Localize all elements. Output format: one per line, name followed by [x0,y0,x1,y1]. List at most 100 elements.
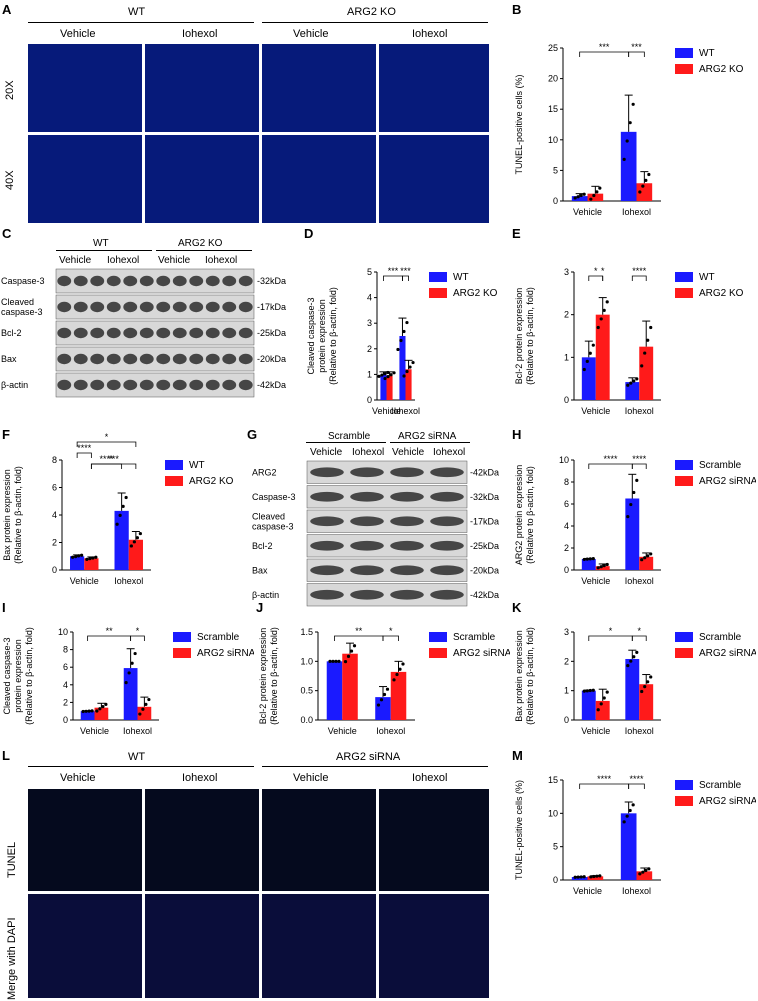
group-label: ARG2 KO [178,238,223,249]
y-tick-label: 6 [52,483,57,493]
significance-bracket [588,463,633,469]
data-point [631,803,635,807]
data-point [135,536,139,540]
y-tick-label: 6 [564,499,569,509]
blot-strip [55,294,255,320]
significance-bracket [76,441,137,447]
y-tick-label: 8 [63,645,68,655]
protein-band [189,353,204,365]
protein-band [390,516,424,527]
protein-band [156,301,171,313]
significance-label: **** [632,266,647,276]
protein-band [310,589,344,600]
band-label: Cleaved [1,297,34,307]
legend-swatch [675,648,693,658]
significance-label: **** [604,454,619,464]
legend-label: ARG2 siRNA [453,648,510,659]
protein-band [90,327,105,339]
data-point [635,377,639,381]
chart-b: TUNEL-positive cells (%) 0 5 10 15 20 25 Vehicl… [514,42,744,217]
bar [390,671,407,720]
data-point [383,372,387,376]
significance-bracket [90,463,123,469]
y-axis-label: TUNEL-positive cells (%) [514,74,524,174]
data-point [641,184,645,188]
data-point [94,555,98,559]
y-axis-label: Bax protein expression [2,469,12,561]
bar [70,556,85,570]
protein-band [205,275,220,287]
y-axis-label: Bcl-2 protein expression [514,288,524,385]
data-point [602,564,606,568]
protein-band [189,379,204,391]
protein-band [172,275,187,287]
chart-j: Bcl-2 protein expression (Relative to β-a… [258,626,510,736]
protein-band [139,353,154,365]
group-label-wt: WT [128,751,146,763]
micrograph-tunel-sirna-vehicle [262,789,376,891]
legend-label: ARG2 KO [699,64,744,75]
bar [639,684,654,720]
data-point [596,708,600,712]
legend-swatch [675,460,693,470]
y-tick-label: 15 [548,775,558,785]
protein-band [73,379,88,391]
significance-label: *** [599,42,610,52]
data-point [591,688,595,692]
data-point [599,702,603,706]
data-point [579,875,583,879]
data-point [605,300,609,304]
significance-label: * [594,266,598,276]
panel-letter-c: C [2,226,12,241]
protein-band [189,275,204,287]
group-label: ARG2 siRNA [398,431,457,442]
protein-band [238,327,253,339]
bar [399,336,406,400]
data-point [405,369,409,374]
band-label: Bcl-2 [1,328,22,338]
blot-strip [306,558,468,582]
significance-label: **** [632,454,647,464]
data-point [395,672,399,677]
legend-swatch [173,648,191,658]
protein-band [238,301,253,313]
data-point [85,557,89,561]
band-label: Bcl-2 [252,541,273,551]
band-label: Cleaved [252,511,285,521]
protein-band [106,327,121,339]
protein-band [90,301,105,313]
data-point [71,555,75,559]
data-point [95,709,99,713]
bar [581,690,596,720]
data-point [596,325,600,330]
band-label: caspase-3 [1,307,43,317]
data-point [138,531,142,536]
micrograph-wt-vehicle-40x [28,135,142,223]
micrograph-tunel-wt-vehicle [28,789,142,891]
micrograph-ko-vehicle-20x [262,44,376,132]
protein-band [350,467,384,478]
legend-label: ARG2 KO [699,288,744,299]
data-point [595,874,599,878]
significance-bracket [631,275,647,281]
data-point [579,193,583,198]
protein-band [350,540,384,551]
significance-label: * [389,626,393,636]
y-axis-label: Cleaved caspase-3 [2,637,12,714]
significance-bracket [87,635,132,641]
data-point [628,121,632,125]
legend-label: ARG2 KO [453,288,498,299]
y-axis-label: protein expression [317,299,327,373]
bar [587,193,604,201]
data-point [585,689,589,693]
protein-band [430,565,464,576]
data-point [124,495,128,500]
blot-strip [306,460,468,484]
significance-bracket [402,275,409,281]
legend-swatch [429,632,447,642]
condition-label: Iohexol [182,28,218,40]
data-point [377,374,381,378]
y-tick-label: 10 [559,455,569,465]
data-point [643,685,647,689]
data-point [133,651,137,656]
